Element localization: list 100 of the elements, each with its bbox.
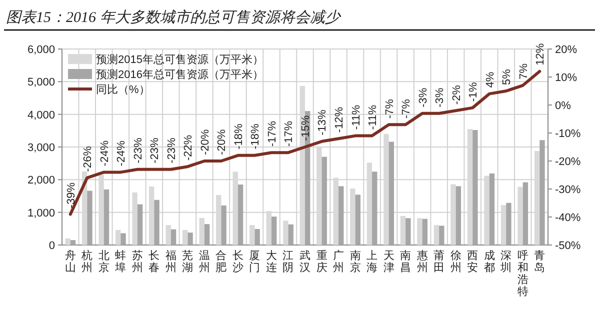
- x-tick-label: 江阴: [282, 250, 294, 274]
- y2-tick-label: 10%: [555, 72, 578, 84]
- bar: [439, 226, 444, 245]
- data-label: 12%: [534, 43, 547, 66]
- bar: [115, 230, 121, 245]
- bar: [283, 220, 288, 245]
- x-tick-label: 长春: [148, 249, 160, 274]
- x-tick-label: 厦门: [249, 250, 260, 274]
- y-tick-label: 6,000: [27, 44, 55, 56]
- x-tick-label: 北京: [98, 249, 110, 274]
- chart-title: 图表15：2016 年大多数城市的总可售资源将会减少: [6, 9, 342, 26]
- x-tick-label: 苏州: [132, 249, 143, 274]
- y2-tick-label: 0%: [555, 100, 572, 112]
- x-tick-label: 南昌: [400, 249, 412, 274]
- bar: [489, 173, 495, 245]
- legend-label: 同比（%）: [96, 83, 150, 96]
- bar: [154, 200, 160, 245]
- y2-tick-label: -20%: [555, 156, 581, 168]
- data-label: -2%: [450, 84, 463, 105]
- data-label: -20%: [199, 129, 212, 155]
- bar: [137, 204, 143, 245]
- x-tick-label: 青岛: [534, 249, 546, 274]
- data-label: -17%: [283, 120, 296, 147]
- x-tick-label: 莆田: [434, 249, 445, 274]
- data-label: -18%: [250, 124, 262, 150]
- x-tick-label: 长沙: [232, 249, 244, 274]
- x-tick-label: 上海: [366, 249, 378, 274]
- x-tick-label: 南京: [350, 249, 361, 274]
- x-tick-label: 天津: [383, 250, 394, 274]
- data-label: -22%: [182, 134, 195, 161]
- bar: [199, 218, 204, 245]
- bar: [456, 186, 462, 245]
- data-label: 4%: [484, 72, 496, 88]
- data-label: -17%: [266, 120, 278, 147]
- x-tick-label: 徐州: [450, 250, 462, 274]
- data-label: -13%: [316, 110, 329, 136]
- bar: [166, 225, 171, 245]
- data-label: -12%: [334, 106, 346, 133]
- legend-label: 预测2016年总可售资源（万平米）: [96, 68, 264, 81]
- data-label: -7%: [384, 98, 396, 119]
- x-tick-label: 舟山: [64, 249, 76, 274]
- bar: [417, 218, 422, 245]
- bar: [372, 172, 378, 245]
- bar: [338, 186, 344, 245]
- bar: [70, 240, 76, 245]
- legend-label: 预测2015年总可售资源（万平米）: [96, 53, 264, 66]
- x-tick-label: 成都: [484, 249, 495, 274]
- x-tick-label: 广州: [333, 249, 344, 274]
- y2-tick-label: -30%: [555, 184, 581, 196]
- x-tick-label: 芜湖: [182, 249, 194, 274]
- y2-tick-label: 20%: [555, 44, 578, 56]
- data-label: 7%: [518, 63, 530, 80]
- data-label: -3%: [417, 88, 430, 108]
- bar: [271, 216, 277, 245]
- bar: [87, 190, 92, 245]
- bar: [388, 142, 394, 245]
- bar: [400, 216, 406, 245]
- bar: [254, 228, 260, 245]
- bar: [65, 238, 70, 245]
- bar: [104, 189, 110, 245]
- bar: [522, 182, 528, 245]
- x-tick-label: 惠州: [416, 249, 428, 274]
- bar: [221, 205, 226, 245]
- bar: [188, 232, 193, 245]
- y-tick-label: 2,000: [27, 174, 55, 187]
- x-tick-label: 武汉: [300, 249, 310, 274]
- bar: [422, 218, 428, 245]
- x-tick-label: 重庆: [316, 249, 328, 274]
- x-tick-label: 深圳: [500, 250, 512, 274]
- bar: [434, 225, 440, 245]
- bar: [238, 184, 244, 245]
- bar: [322, 156, 327, 245]
- y-tick-label: 5,000: [27, 76, 55, 89]
- x-tick-label: 杭州: [80, 249, 93, 274]
- data-label: -24%: [98, 140, 111, 166]
- x-tick-label: 大连: [266, 249, 277, 274]
- x-tick-label: 福州: [165, 249, 176, 274]
- bar: [288, 224, 294, 245]
- bar: [472, 130, 478, 245]
- y2-tick-label: -50%: [555, 240, 581, 252]
- data-label: -39%: [65, 182, 78, 208]
- y-tick-label: 1,000: [27, 207, 55, 220]
- x-tick-label: 合肥: [216, 249, 227, 274]
- x-tick-label: 呼和浩特: [517, 249, 528, 298]
- data-label: -24%: [116, 140, 128, 166]
- data-label: 5%: [501, 68, 514, 85]
- bar: [406, 218, 411, 245]
- bar: [170, 229, 176, 245]
- data-label: -7%: [400, 98, 413, 119]
- y-tick-label: 0: [48, 240, 55, 252]
- bar: [204, 224, 210, 245]
- data-label: -11%: [367, 104, 380, 130]
- y2-tick-label: -40%: [555, 212, 581, 224]
- data-label: -23%: [132, 138, 144, 164]
- data-label: -11%: [350, 104, 362, 130]
- data-label: -20%: [216, 129, 228, 155]
- bar: [355, 194, 360, 245]
- bar: [120, 233, 126, 245]
- data-label: -23%: [149, 138, 162, 164]
- bar: [506, 202, 512, 245]
